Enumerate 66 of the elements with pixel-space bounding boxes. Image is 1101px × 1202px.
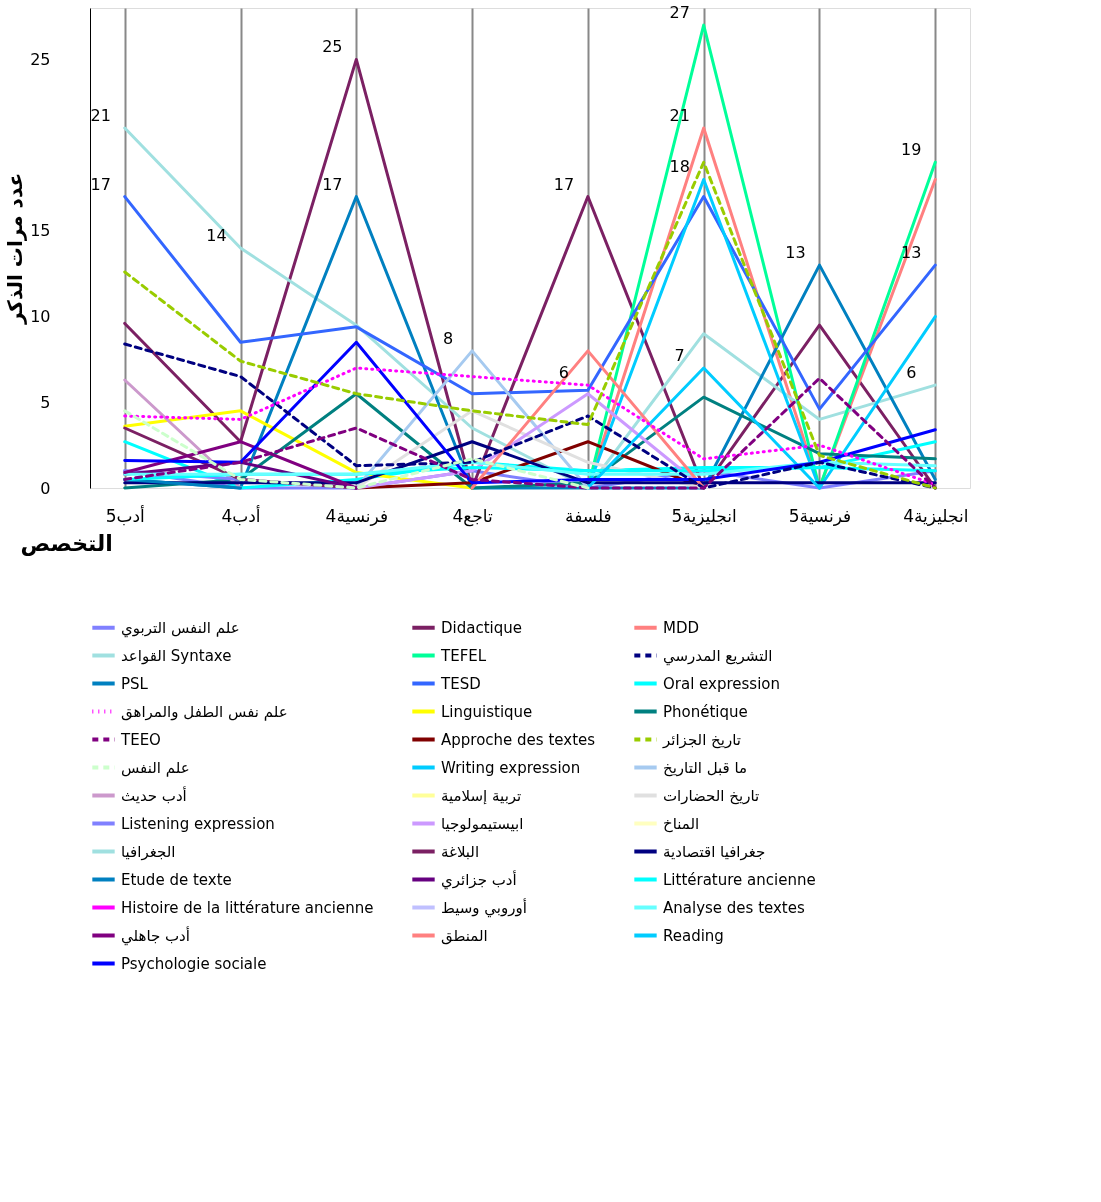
legend-label: Histoire de la littérature ancienne	[121, 898, 374, 917]
y-tick-label: 5	[40, 392, 51, 412]
legend-label: Phonétique	[663, 702, 748, 721]
legend-label: Approche des textes	[441, 730, 596, 749]
legend-label: المناخ	[663, 814, 700, 833]
legend-label: TEEO	[120, 730, 161, 749]
legend-label: جغرافيا اقتصادية	[663, 842, 766, 861]
legend-label: أوروبي وسيط	[441, 897, 527, 918]
legend-label: التشريع المدرسي	[663, 646, 773, 666]
data-label: 14	[206, 226, 227, 245]
legend-label: PSL	[121, 674, 149, 693]
legend-label: ابيستيمولوجيا	[441, 814, 524, 833]
x-tick-label: فرنسية4	[325, 505, 389, 526]
data-label: 6	[558, 363, 569, 383]
data-label: 8	[443, 328, 454, 348]
x-tick-label: فرنسية5	[788, 505, 852, 526]
legend-label: علم النفس	[121, 758, 190, 777]
legend-label: Didactique	[441, 618, 522, 637]
x-tick-label: فلسفة	[565, 505, 612, 526]
x-tick-label: أدب4	[221, 504, 261, 526]
legend-label: Linguistique	[441, 702, 533, 721]
legend-label: Oral expression	[663, 674, 781, 693]
legend-label: Littérature ancienne	[663, 870, 816, 889]
legend-label: أدب حديث	[121, 785, 187, 805]
legend-label: Analyse des textes	[663, 898, 805, 917]
legend-label: المنطق	[441, 926, 488, 945]
x-axis-title: التخصص	[20, 530, 113, 556]
x-tick-label: أدب5	[105, 504, 145, 526]
legend-label: Reading	[663, 926, 724, 945]
legend-label: الجغرافيا	[121, 842, 176, 861]
x-tick-label: انجليزية5	[671, 505, 737, 526]
legend-label: القواعد Syntaxe	[121, 646, 232, 665]
legend-label: Writing expression	[441, 758, 581, 777]
x-tick-label: انجليزية4	[903, 505, 969, 526]
data-label: 6	[906, 363, 917, 383]
data-label: 27	[669, 3, 690, 23]
legend-label: تاريخ الجزائر	[662, 730, 741, 749]
data-label: 17	[90, 174, 111, 194]
legend-label: أدب جزائري	[441, 869, 517, 890]
y-tick-label: 15	[30, 221, 51, 241]
legend-label: MDD	[663, 618, 700, 637]
legend-label: TESD	[440, 674, 481, 693]
legend-label: ما قبل التاريخ	[663, 758, 748, 777]
data-label: 7	[674, 346, 685, 365]
legend-label: TEFEL	[440, 646, 487, 665]
data-label: 21	[90, 106, 111, 125]
legend-label: Listening expression	[121, 814, 275, 833]
data-label: 13	[785, 243, 806, 263]
data-label: 17	[553, 174, 575, 194]
legend-label: Etude de texte	[121, 870, 232, 889]
data-label: 19	[901, 140, 922, 160]
y-axis-title: عدد مرات الذكر	[3, 172, 28, 326]
legend-label: Psychologie sociale	[121, 954, 267, 973]
y-tick-label: 0	[40, 478, 51, 498]
data-label: 18	[669, 157, 690, 177]
y-tick-label: 25	[30, 49, 51, 69]
legend-label: تاريخ الحضارات	[663, 786, 760, 805]
y-tick-label: 10	[30, 307, 51, 327]
legend-label: علم النفس التربوي	[121, 618, 240, 638]
legend-label: أدب جاهلي	[121, 925, 190, 946]
legend-label: البلاغة	[441, 842, 480, 861]
x-tick-label: تاجع4	[452, 505, 494, 527]
legend-label: تربية إسلامية	[441, 786, 522, 805]
legend-label: علم نفس الطفل والمراهق	[121, 702, 288, 721]
data-label: 17	[322, 174, 343, 194]
data-label: 25	[322, 37, 343, 57]
